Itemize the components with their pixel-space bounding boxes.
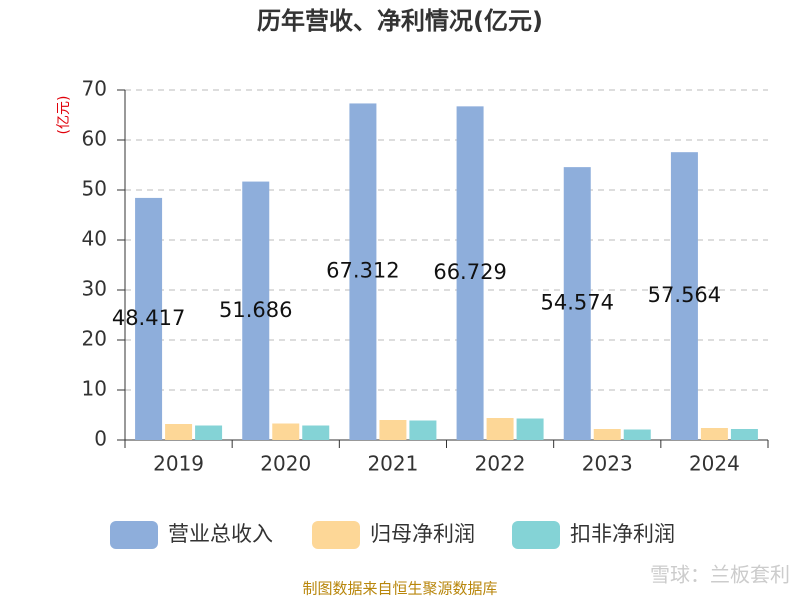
bar [456,106,484,440]
bar [379,420,407,440]
chart-title: 历年营收、净利情况(亿元) [257,7,543,35]
data-label: 57.564 [648,283,721,307]
legend-label: 归母净利润 [370,522,475,546]
legend-swatch [110,521,158,549]
bar [563,167,591,440]
x-tick-label: 2019 [153,452,204,476]
bar [409,420,437,440]
y-tick-label: 10 [82,377,107,401]
x-tick-label: 2022 [475,452,526,476]
bar [135,197,163,440]
legend-label: 营业总收入 [168,522,273,546]
data-label: 51.686 [219,298,292,322]
bar [700,428,728,440]
data-label: 48.417 [112,306,185,330]
bar [195,425,223,440]
bar [272,423,300,440]
y-tick-label: 70 [82,77,107,101]
y-axis-label: (亿元) [56,96,72,135]
y-tick-label: 40 [82,227,107,251]
bar [165,424,193,440]
bar [516,418,544,440]
bar [242,181,270,440]
legend-swatch [312,521,360,549]
legend-label: 扣非净利润 [570,522,675,546]
bar [486,418,514,440]
y-tick-label: 0 [94,427,107,451]
bar [593,429,621,440]
data-label: 54.574 [541,291,614,315]
data-label: 67.312 [326,259,399,283]
bar [730,429,758,440]
x-tick-label: 2023 [582,452,633,476]
bar [349,103,377,440]
x-tick-label: 2021 [367,452,418,476]
bar [302,425,330,440]
y-tick-label: 30 [82,277,107,301]
y-tick-label: 50 [82,177,107,201]
x-tick-label: 2020 [260,452,311,476]
data-label: 66.729 [433,260,506,284]
bar [670,152,698,440]
y-tick-label: 60 [82,127,107,151]
bar [623,429,651,440]
watermark: 雪球：兰板套利 [650,563,790,587]
source-note: 制图数据来自恒生聚源数据库 [302,580,497,598]
legend-swatch [512,521,560,549]
y-tick-label: 20 [82,327,107,351]
x-tick-label: 2024 [689,452,740,476]
